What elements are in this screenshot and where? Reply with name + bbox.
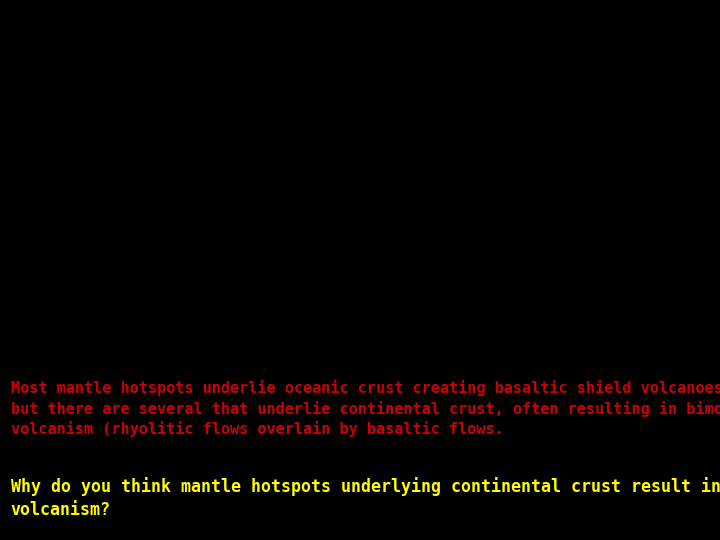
Text: Install cartopy for map: Install cartopy for map xyxy=(281,181,439,194)
Text: Most mantle hotspots underlie oceanic crust creating basaltic shield volcanoes,
: Most mantle hotspots underlie oceanic cr… xyxy=(11,380,720,437)
Text: Why do you think mantle hotspots underlying continental crust result in bimodal
: Why do you think mantle hotspots underly… xyxy=(11,477,720,519)
